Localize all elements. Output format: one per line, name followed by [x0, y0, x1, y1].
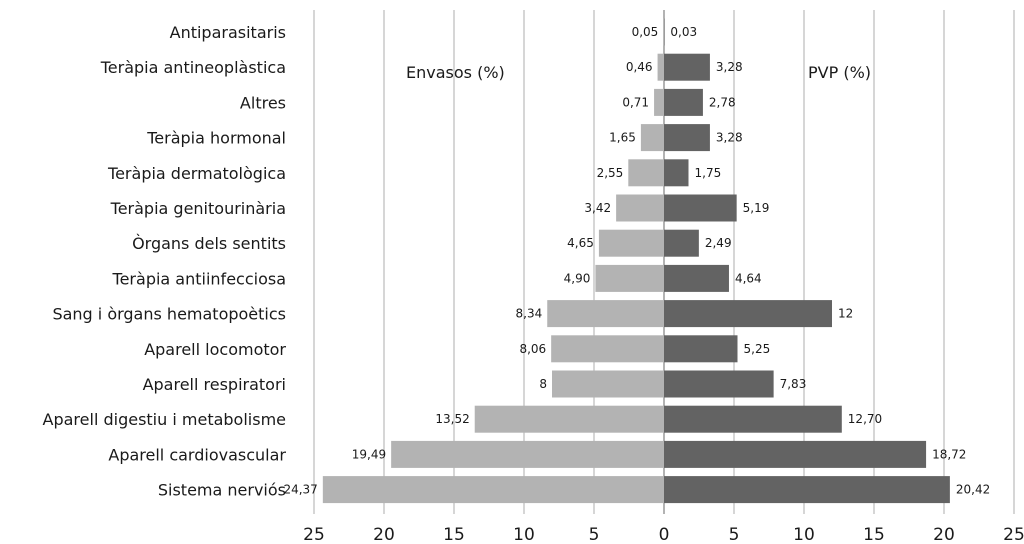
- category-label: Aparell digestiu i metabolisme: [43, 410, 286, 429]
- data-label-pvp: 1,75: [695, 166, 722, 180]
- x-tick-label: 5: [589, 525, 600, 544]
- data-label-envasos: 4,90: [564, 271, 591, 285]
- data-label-envasos: 0,71: [622, 95, 649, 109]
- data-label-pvp: 20,42: [956, 483, 990, 497]
- bar-pvp: [664, 229, 699, 257]
- bar-pvp: [664, 370, 774, 398]
- data-label-pvp: 4,64: [735, 271, 762, 285]
- x-tick-label: 20: [933, 525, 955, 544]
- data-label-envasos: 13,52: [435, 412, 469, 426]
- bar-pvp: [664, 264, 729, 292]
- bar-envasos: [322, 476, 664, 504]
- bar-pvp: [664, 476, 950, 504]
- x-tick-label: 15: [443, 525, 465, 544]
- bar-envasos: [628, 159, 664, 187]
- data-label-envasos: 2,55: [597, 166, 624, 180]
- data-label-envasos: 4,65: [567, 236, 594, 250]
- bar-envasos: [547, 300, 664, 328]
- data-label-pvp: 0,03: [670, 25, 697, 39]
- data-label-envasos: 0,05: [632, 25, 659, 39]
- bar-envasos: [598, 229, 664, 257]
- data-label-envasos: 3,42: [584, 201, 611, 215]
- data-label-pvp: 5,19: [743, 201, 770, 215]
- data-label-pvp: 3,28: [716, 131, 743, 145]
- bar-pvp: [664, 440, 927, 468]
- x-tick-label: 0: [659, 525, 670, 544]
- bar-envasos: [616, 194, 664, 222]
- category-label: Teràpia genitourinària: [110, 199, 286, 218]
- data-label-pvp: 12,70: [848, 412, 882, 426]
- category-label: Aparell cardiovascular: [108, 445, 286, 464]
- category-label: Teràpia antineoplàstica: [100, 58, 286, 77]
- data-label-pvp: 2,49: [705, 236, 732, 250]
- data-label-pvp: 2,78: [709, 95, 736, 109]
- data-label-envasos: 1,65: [609, 131, 636, 145]
- x-tick-label: 10: [513, 525, 535, 544]
- bar-envasos: [654, 88, 664, 116]
- category-labels: Antiparasitaris Teràpia antineoplàstica Al…: [43, 23, 287, 500]
- data-labels: 0,05 0,03 0,46 3,28 0,71 2,78 1,65 3,28 2,55 1,75…: [283, 25, 990, 497]
- data-label-pvp: 3,28: [716, 60, 743, 74]
- x-tick-label: 20: [373, 525, 395, 544]
- x-axis-tick-labels: 25 20 15 10 5 0 5 10 15 20 25: [303, 525, 1024, 544]
- category-label: Antiparasitaris: [170, 23, 286, 42]
- gridlines: [313, 10, 1015, 514]
- x-tick-label: 25: [1003, 525, 1024, 544]
- data-label-pvp: 12: [838, 307, 853, 321]
- bar-pvp: [664, 335, 738, 363]
- bar-envasos: [640, 124, 664, 152]
- bar-pvp: [664, 300, 832, 328]
- bar-envasos: [474, 405, 664, 433]
- data-label-envasos: 8: [539, 377, 547, 391]
- category-label: Aparell locomotor: [144, 340, 286, 359]
- category-label: Teràpia antiinfecciosa: [112, 269, 286, 288]
- bar-pvp: [664, 53, 710, 81]
- bar-pvp: [664, 159, 689, 187]
- x-tick-label: 25: [303, 525, 325, 544]
- data-label-envasos: 19,49: [352, 447, 386, 461]
- x-tick-label: 10: [793, 525, 815, 544]
- data-label-envasos: 8,06: [519, 342, 546, 356]
- series-label-pvp: PVP (%): [808, 63, 871, 82]
- data-label-envasos: 8,34: [516, 307, 543, 321]
- category-label: Aparell respiratori: [143, 375, 286, 394]
- bar-envasos: [595, 264, 664, 292]
- data-label-pvp: 18,72: [932, 447, 966, 461]
- category-label: Sistema nerviós: [158, 481, 286, 500]
- category-label: Teràpia dermatològica: [107, 164, 286, 183]
- bar-envasos: [657, 53, 664, 81]
- bar-envasos: [391, 440, 664, 468]
- data-label-envasos: 0,46: [626, 60, 653, 74]
- category-label: Òrgans dels sentits: [132, 234, 286, 253]
- data-label-pvp: 7,83: [780, 377, 807, 391]
- x-tick-label: 15: [863, 525, 885, 544]
- bar-pvp: [664, 405, 842, 433]
- category-label: Teràpia hormonal: [146, 129, 286, 148]
- bars: [322, 18, 950, 504]
- data-label-pvp: 5,25: [744, 342, 771, 356]
- bar-pvp: [664, 194, 737, 222]
- bar-pvp: [664, 124, 710, 152]
- series-label-envasos: Envasos (%): [406, 63, 505, 82]
- category-label: Sang i òrgans hematopoètics: [52, 305, 286, 324]
- x-tick-label: 5: [729, 525, 740, 544]
- bar-pvp: [664, 88, 703, 116]
- bar-envasos: [551, 335, 664, 363]
- category-label: Altres: [240, 93, 286, 112]
- bar-envasos: [663, 18, 664, 46]
- bar-envasos: [552, 370, 664, 398]
- data-label-envasos: 24,37: [283, 483, 317, 497]
